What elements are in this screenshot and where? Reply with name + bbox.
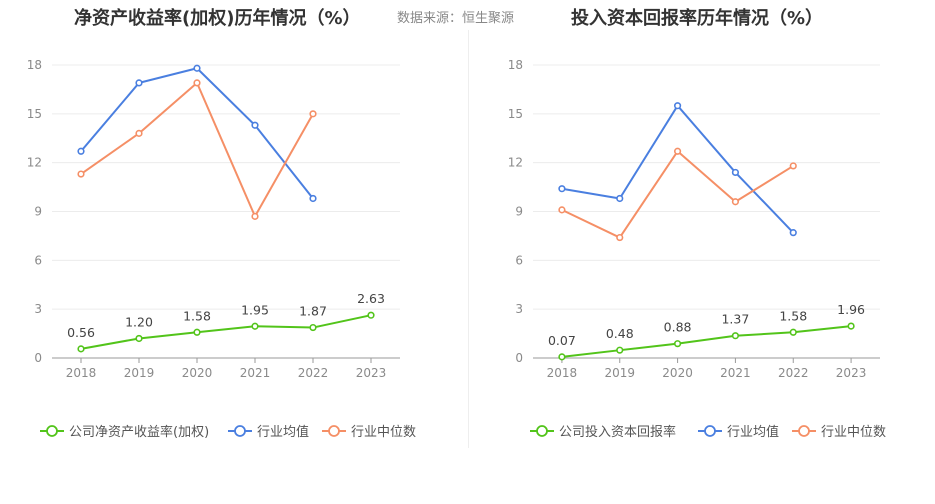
x-tick-label: 2022 bbox=[778, 366, 809, 380]
legend-label: 行业中位数 bbox=[821, 425, 886, 440]
x-tick-label: 2020 bbox=[662, 366, 693, 380]
legend-marker bbox=[536, 425, 548, 437]
data-point bbox=[309, 194, 317, 203]
data-point bbox=[789, 162, 797, 170]
series-line bbox=[80, 314, 372, 350]
y-tick-label: 3 bbox=[34, 302, 42, 316]
x-tick-label: 2021 bbox=[720, 366, 751, 380]
data-point bbox=[731, 198, 740, 206]
data-label: 1.58 bbox=[779, 308, 807, 323]
data-label: 0.07 bbox=[548, 333, 576, 348]
data-point bbox=[77, 170, 85, 178]
y-tick-label: 6 bbox=[34, 253, 42, 267]
x-tick-label: 2019 bbox=[124, 366, 155, 380]
legend-marker bbox=[234, 425, 246, 437]
data-point bbox=[309, 110, 317, 118]
legend-label: 行业均值 bbox=[727, 424, 779, 440]
y-tick-label: 18 bbox=[27, 58, 42, 72]
legend-item[interactable]: 行业中位数 bbox=[322, 425, 416, 440]
legend-label: 公司投入资本回报率 bbox=[559, 424, 676, 440]
x-tick-label: 2019 bbox=[604, 366, 635, 380]
data-point bbox=[731, 332, 740, 340]
data-point bbox=[193, 64, 201, 72]
left-chart-title: 净资产收益率(加权)历年情况（%） bbox=[74, 8, 361, 29]
legend-item[interactable]: 行业均值 bbox=[228, 424, 309, 440]
data-label: 0.56 bbox=[67, 325, 95, 340]
legend-marker bbox=[46, 425, 58, 437]
data-label: 1.95 bbox=[241, 302, 269, 317]
x-tick-label: 2018 bbox=[547, 366, 578, 380]
y-tick-label: 18 bbox=[508, 58, 523, 72]
data-point bbox=[673, 102, 682, 110]
legend-label: 行业中位数 bbox=[351, 425, 416, 440]
data-point bbox=[251, 212, 259, 220]
data-point bbox=[558, 206, 566, 214]
data-point bbox=[558, 185, 566, 193]
data-point bbox=[193, 328, 201, 336]
legend-item[interactable]: 行业中位数 bbox=[792, 425, 886, 440]
data-point bbox=[673, 147, 682, 155]
y-tick-label: 15 bbox=[27, 107, 42, 121]
data-point bbox=[135, 129, 143, 137]
y-tick-label: 12 bbox=[508, 156, 523, 170]
data-point bbox=[251, 121, 259, 129]
y-tick-label: 15 bbox=[508, 107, 523, 121]
series-line bbox=[561, 104, 794, 234]
roe-line-chart: 0 3 6 9 12 15 18 2018 2019 2020 2021 2022 2023 0.56 1.… bbox=[27, 58, 416, 440]
data-label: 1.20 bbox=[125, 314, 153, 329]
data-point bbox=[251, 322, 259, 330]
x-tick-label: 2021 bbox=[240, 366, 271, 380]
data-label: 1.87 bbox=[299, 304, 327, 319]
data-source-note: 数据来源：恒生聚源 bbox=[397, 11, 515, 26]
legend-item[interactable]: 公司净资产收益率(加权) bbox=[40, 424, 209, 440]
x-tick-label: 2023 bbox=[356, 366, 387, 380]
data-point bbox=[789, 229, 797, 237]
data-point bbox=[77, 147, 85, 155]
data-point bbox=[135, 334, 143, 343]
legend-marker bbox=[798, 425, 810, 437]
y-tick-label: 9 bbox=[34, 205, 42, 219]
x-tick-label: 2023 bbox=[836, 366, 867, 380]
y-tick-label: 0 bbox=[515, 351, 523, 365]
data-label: 1.37 bbox=[721, 312, 749, 327]
data-point bbox=[616, 194, 624, 203]
x-tick-label: 2018 bbox=[66, 366, 97, 380]
data-point bbox=[731, 168, 740, 177]
y-tick-label: 6 bbox=[515, 253, 523, 267]
data-label: 1.96 bbox=[837, 302, 865, 317]
legend-item[interactable]: 公司投入资本回报率 bbox=[530, 424, 676, 440]
legend-item[interactable]: 行业均值 bbox=[698, 424, 779, 440]
data-point bbox=[309, 323, 317, 332]
data-point bbox=[789, 328, 797, 336]
data-point bbox=[673, 340, 682, 348]
y-tick-label: 0 bbox=[34, 351, 42, 365]
data-point bbox=[193, 79, 201, 87]
right-chart-title: 投入资本回报率历年情况（%） bbox=[571, 8, 824, 29]
series-line bbox=[561, 325, 852, 358]
legend-marker bbox=[704, 425, 716, 437]
data-label: 0.48 bbox=[606, 326, 634, 341]
data-point bbox=[135, 79, 143, 87]
data-point bbox=[616, 346, 624, 354]
panel-divider bbox=[468, 30, 469, 448]
data-point bbox=[558, 353, 566, 361]
data-point bbox=[367, 311, 375, 319]
legend-label: 公司净资产收益率(加权) bbox=[69, 424, 209, 440]
y-tick-label: 9 bbox=[515, 205, 523, 219]
legend-marker bbox=[328, 425, 340, 437]
legend-label: 行业均值 bbox=[257, 424, 309, 440]
y-tick-label: 12 bbox=[27, 156, 42, 170]
data-point bbox=[616, 233, 624, 242]
data-point bbox=[847, 322, 855, 330]
x-tick-label: 2020 bbox=[182, 366, 213, 380]
data-point bbox=[77, 345, 85, 353]
data-label: 2.63 bbox=[357, 291, 385, 306]
y-tick-label: 3 bbox=[515, 302, 523, 316]
data-label: 1.58 bbox=[183, 308, 211, 323]
data-label: 0.88 bbox=[664, 320, 692, 335]
x-tick-label: 2022 bbox=[298, 366, 329, 380]
